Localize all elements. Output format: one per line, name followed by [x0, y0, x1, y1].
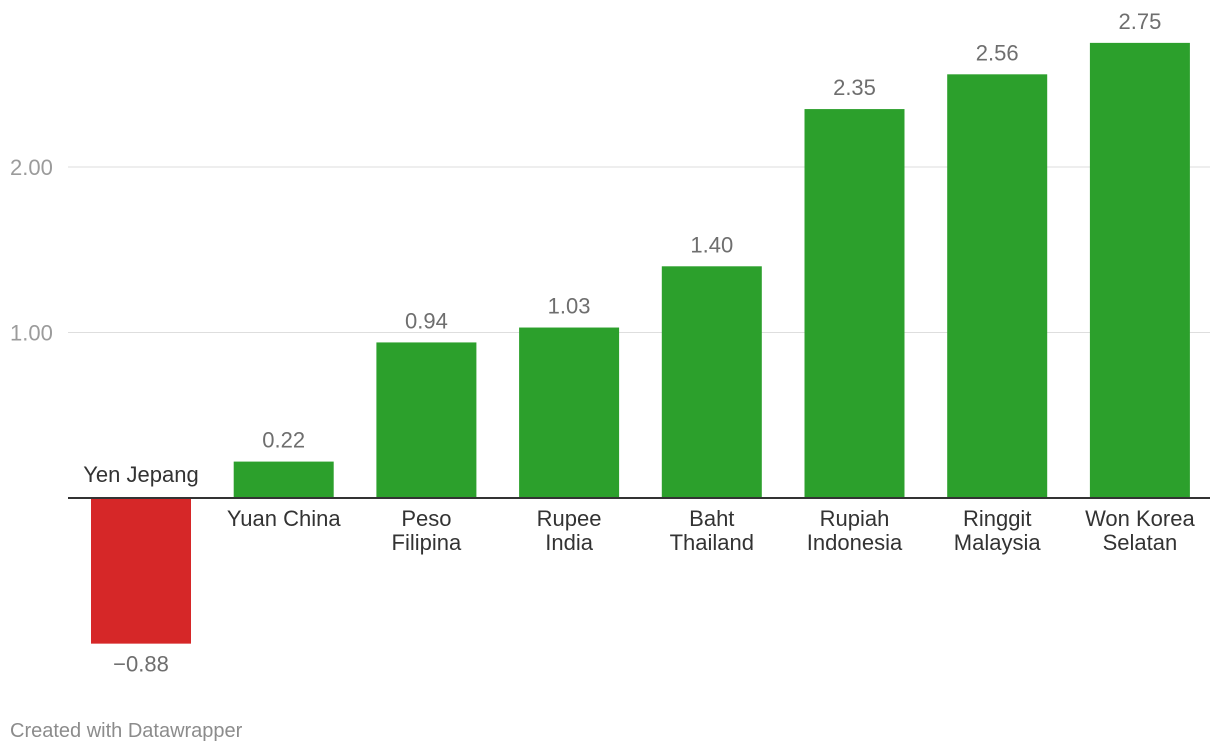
- bar-value-label: 2.35: [833, 75, 876, 100]
- category-label: Rupee: [537, 506, 602, 531]
- bar-value-label: 2.75: [1118, 9, 1161, 34]
- bar-value-label: 0.94: [405, 308, 448, 333]
- bar: [233, 461, 334, 498]
- bar-value-label: −0.88: [113, 652, 169, 677]
- category-label: Filipina: [392, 530, 462, 555]
- category-label: India: [545, 530, 593, 555]
- y-tick-label: 2.00: [10, 155, 53, 180]
- y-tick-label: 1.00: [10, 321, 53, 346]
- bar-value-label: 2.56: [976, 40, 1019, 65]
- category-label: Selatan: [1103, 530, 1178, 555]
- bar-value-label: 1.40: [690, 232, 733, 257]
- category-label: Yuan China: [227, 506, 342, 531]
- category-label: Ringgit: [963, 506, 1031, 531]
- bar: [91, 498, 191, 644]
- bar: [947, 74, 1048, 498]
- category-label: Rupiah: [820, 506, 890, 531]
- category-label: Peso: [401, 506, 451, 531]
- bar: [1089, 42, 1190, 498]
- category-label: Yen Jepang: [83, 462, 198, 487]
- bar-value-label: 0.22: [262, 428, 305, 453]
- category-label: Malaysia: [954, 530, 1042, 555]
- bar: [661, 266, 762, 498]
- bar-value-label: 1.03: [548, 294, 591, 319]
- category-label: Thailand: [670, 530, 754, 555]
- category-label: Won Korea: [1085, 506, 1195, 531]
- bar: [376, 342, 477, 498]
- footer-credit: Created with Datawrapper: [10, 720, 243, 742]
- bar: [519, 327, 620, 498]
- bar: [804, 109, 905, 498]
- category-label: Indonesia: [807, 530, 903, 555]
- category-label: Baht: [689, 506, 734, 531]
